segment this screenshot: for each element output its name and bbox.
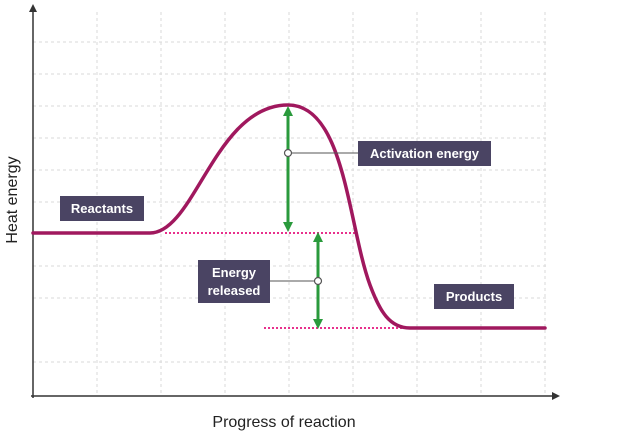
energy-released-leader-dot	[313, 276, 323, 286]
activation-energy-label: Activation energy	[370, 146, 480, 161]
x-axis-label: Progress of reaction	[212, 414, 355, 431]
reactants-tag: Reactants	[60, 196, 144, 221]
y-axis-label: Heat energy	[4, 156, 21, 243]
y-axis-arrowhead	[29, 4, 37, 12]
activation-energy-tag: Activation energy	[358, 141, 491, 166]
energy-released-label-line1: Energy	[212, 265, 257, 280]
x-axis-arrowhead	[552, 392, 560, 400]
products-label: Products	[446, 289, 502, 304]
energy-released-label-line2: released	[208, 283, 261, 298]
energy-released-tag: Energy released	[198, 260, 270, 303]
products-tag: Products	[434, 284, 514, 309]
activation-energy-leader-dot	[283, 148, 293, 158]
energy-curve	[31, 103, 547, 330]
reactants-label: Reactants	[71, 201, 133, 216]
